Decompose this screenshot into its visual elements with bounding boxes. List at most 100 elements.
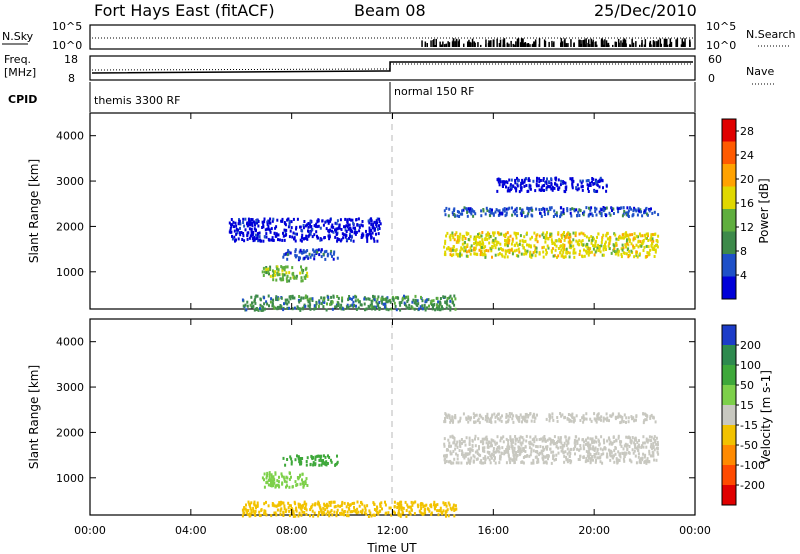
- echo-cell: [631, 436, 634, 439]
- echo-cell: [272, 482, 275, 485]
- echo-cell: [443, 454, 445, 458]
- echo-cell: [530, 213, 533, 217]
- echo-cell: [587, 451, 590, 455]
- noise-bar: [604, 39, 606, 47]
- echo-cell: [587, 253, 590, 257]
- echo-cell: [599, 416, 602, 420]
- echo-cell: [300, 236, 303, 239]
- echo-cell: [513, 458, 516, 462]
- echo-cell: [402, 506, 405, 510]
- colorbar-tick-label: -50: [740, 439, 758, 452]
- noise-bar: [635, 41, 637, 47]
- echo-cell: [489, 207, 492, 211]
- echo-cell: [454, 447, 457, 451]
- echo-cell: [618, 234, 621, 238]
- echo-cell: [624, 235, 627, 239]
- echo-cell: [563, 444, 566, 448]
- echo-cell: [620, 206, 623, 210]
- echo-cell: [648, 452, 651, 456]
- echo-cell: [632, 416, 635, 420]
- echo-cell: [333, 250, 336, 254]
- echo-cell: [617, 250, 620, 254]
- echo-cell: [569, 235, 572, 239]
- echo-cell: [424, 308, 427, 312]
- echo-cell: [299, 271, 302, 275]
- echo-cell: [573, 247, 576, 251]
- echo-cell: [268, 219, 271, 223]
- echo-cell: [343, 225, 345, 229]
- echo-cell: [550, 206, 553, 210]
- echo-cell: [341, 232, 344, 236]
- echo-cell: [492, 450, 495, 453]
- echo-cell: [549, 207, 552, 211]
- echo-cell: [621, 214, 624, 218]
- echo-cell: [570, 447, 573, 451]
- echo-cell: [539, 179, 542, 182]
- echo-cell: [562, 243, 565, 247]
- echo-cell: [261, 220, 264, 224]
- echo-cell: [579, 444, 582, 447]
- echo-cell: [637, 452, 640, 456]
- echo-cell: [473, 420, 475, 424]
- echo-cell: [284, 298, 287, 302]
- echo-cell: [463, 439, 466, 443]
- echo-cell: [414, 298, 417, 302]
- echo-cell: [552, 457, 555, 460]
- echo-cell: [489, 214, 492, 218]
- echo-cell: [560, 236, 563, 240]
- echo-cell: [354, 510, 357, 514]
- echo-cell: [649, 248, 652, 252]
- echo-cell: [545, 252, 548, 256]
- echo-cell: [477, 417, 480, 421]
- echo-cell: [575, 208, 578, 212]
- echo-cell: [559, 445, 562, 449]
- echo-cell: [595, 207, 598, 211]
- echo-cell: [492, 447, 495, 450]
- echo-cell: [272, 274, 275, 277]
- echo-cell: [356, 507, 359, 511]
- echo-cell: [460, 441, 463, 445]
- echo-cell: [630, 460, 633, 464]
- echo-cell: [377, 227, 379, 231]
- echo-cell: [419, 305, 422, 309]
- echo-cell: [351, 502, 354, 505]
- echo-cell: [488, 420, 491, 423]
- echo-cell: [413, 307, 416, 311]
- echo-cell: [297, 298, 300, 302]
- echo-cell: [235, 224, 238, 228]
- echo-cell: [305, 512, 308, 516]
- echo-cell: [509, 183, 512, 187]
- echo-cell: [507, 454, 510, 458]
- noise-bar: [440, 44, 443, 47]
- echo-cell: [264, 512, 267, 515]
- echo-cell: [377, 303, 380, 307]
- echo-cell: [294, 502, 297, 506]
- echo-cell: [585, 457, 588, 460]
- echo-cell: [535, 207, 538, 211]
- echo-cell: [461, 236, 464, 240]
- echo-cell: [453, 457, 456, 461]
- echo-cell: [559, 245, 562, 249]
- echo-cell: [288, 306, 291, 310]
- echo-cell: [648, 209, 651, 213]
- echo-cell: [602, 247, 605, 251]
- echo-cell: [459, 252, 462, 256]
- echo-cell: [323, 236, 326, 239]
- echo-cell: [384, 503, 387, 507]
- echo-cell: [343, 501, 346, 505]
- echo-cell: [655, 244, 658, 248]
- echo-cell: [504, 214, 507, 218]
- echo-cell: [487, 443, 489, 447]
- colorbar-tick-label: 8: [740, 245, 747, 258]
- echo-cell: [572, 251, 575, 255]
- noise-bar: [689, 39, 691, 47]
- echo-cell: [356, 223, 359, 227]
- echo-cell: [653, 210, 656, 214]
- echo-cell: [600, 244, 603, 248]
- echo-cell: [477, 437, 480, 441]
- echo-cell: [509, 457, 512, 461]
- echo-cell: [254, 229, 257, 233]
- echo-cell: [349, 503, 352, 507]
- echo-cell: [521, 460, 524, 464]
- echo-cell: [361, 232, 364, 236]
